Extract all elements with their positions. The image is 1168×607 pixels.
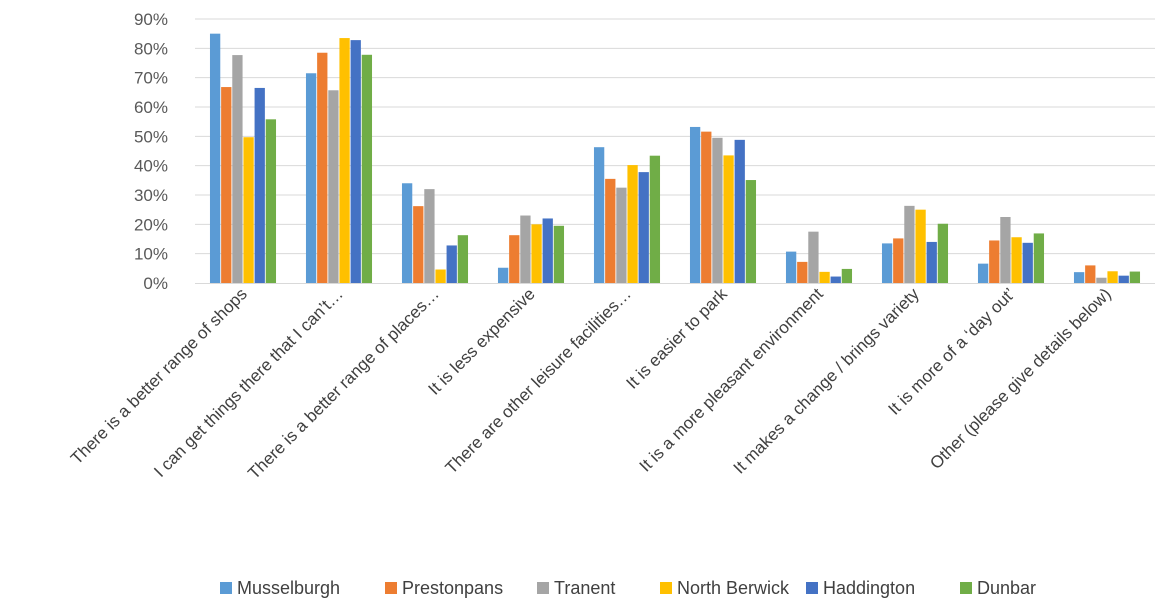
bar [830, 276, 841, 283]
legend-swatch [385, 582, 397, 594]
bar [977, 263, 989, 283]
bar [785, 251, 797, 283]
bar [435, 269, 446, 283]
bar [232, 55, 243, 283]
bar [542, 218, 553, 283]
bar [638, 172, 649, 283]
bar [339, 38, 350, 283]
bar [649, 155, 661, 283]
bar [904, 205, 915, 283]
bar [553, 225, 565, 283]
bars [209, 33, 1141, 284]
bar [317, 52, 328, 283]
legend-label: Musselburgh [237, 578, 340, 598]
y-tick-label: 90% [134, 10, 168, 29]
bar [627, 165, 638, 283]
bar [520, 215, 531, 283]
bar [1033, 233, 1045, 283]
bar [593, 147, 605, 283]
bar [819, 271, 830, 283]
y-tick-label: 60% [134, 98, 168, 117]
bar [605, 178, 616, 283]
x-tick-label: It makes a change / brings variety [730, 284, 924, 478]
bar [926, 241, 937, 283]
x-tick-label: Other (please give details below) [926, 284, 1114, 472]
bar [712, 137, 723, 283]
bar [734, 139, 745, 283]
legend-swatch [537, 582, 549, 594]
legend-swatch [660, 582, 672, 594]
bar [1073, 272, 1085, 283]
bar [893, 238, 904, 283]
bar [305, 73, 317, 284]
bar [209, 33, 221, 283]
bar [1118, 275, 1129, 283]
legend: Musselburgh Prestonpans Tranent North Berwi… [220, 578, 1036, 598]
x-tick-label: There is a better range of places… [244, 284, 443, 483]
legend-label: Haddington [823, 578, 915, 598]
y-tick-label: 40% [134, 157, 168, 176]
legend-swatch [960, 582, 972, 594]
bar [797, 261, 808, 283]
bar [1107, 271, 1118, 283]
bar [446, 245, 457, 283]
bar [457, 235, 469, 283]
bar [1011, 237, 1022, 283]
y-tick-label: 30% [134, 186, 168, 205]
legend-label: Tranent [554, 578, 615, 598]
x-tick-label: It is a more pleasant environment [636, 284, 827, 475]
bar [745, 180, 757, 283]
y-tick-label: 10% [134, 245, 168, 264]
x-tick-label: There is a better range of shops [67, 284, 251, 468]
legend-swatch [220, 582, 232, 594]
bar [350, 40, 361, 284]
bar [531, 224, 542, 283]
bar [1129, 271, 1141, 283]
bar [328, 90, 339, 283]
bar [401, 183, 413, 283]
bar [937, 223, 949, 283]
bar [1096, 277, 1107, 283]
bar [616, 187, 627, 283]
bar [723, 155, 734, 283]
y-tick-label: 70% [134, 69, 168, 88]
legend-label: North Berwick [677, 578, 790, 598]
x-tick-label: It is less expensive [424, 284, 538, 398]
x-tick-label: It is easier to park [623, 284, 732, 393]
bar [243, 137, 254, 283]
bar [497, 267, 509, 283]
bar [424, 189, 435, 283]
bar [1000, 217, 1011, 283]
bar [509, 235, 520, 283]
bar [413, 206, 424, 283]
bar [1085, 265, 1096, 283]
bar [881, 243, 893, 283]
bar [221, 87, 232, 283]
bar [915, 209, 926, 283]
x-tick-label: I can get things there that I can’t… [150, 284, 347, 481]
y-axis: 0% 10% 20% 30% 40% 50% 60% 70% 80% 90% [134, 10, 168, 293]
legend-label: Dunbar [977, 578, 1036, 598]
legend-label: Prestonpans [402, 578, 503, 598]
bar [989, 240, 1000, 283]
gridlines [195, 18, 1155, 255]
bar [361, 54, 373, 283]
y-tick-label: 20% [134, 215, 168, 234]
bar [265, 119, 277, 283]
bar [689, 126, 701, 284]
bar [254, 87, 265, 283]
legend-swatch [806, 582, 818, 594]
bar [841, 268, 853, 283]
bar [808, 231, 819, 283]
y-tick-label: 50% [134, 127, 168, 146]
y-tick-label: 0% [143, 274, 168, 293]
bar [701, 131, 712, 283]
y-tick-label: 80% [134, 39, 168, 58]
x-tick-label: There are other leisure facilities… [442, 284, 635, 477]
bar [1022, 242, 1033, 283]
